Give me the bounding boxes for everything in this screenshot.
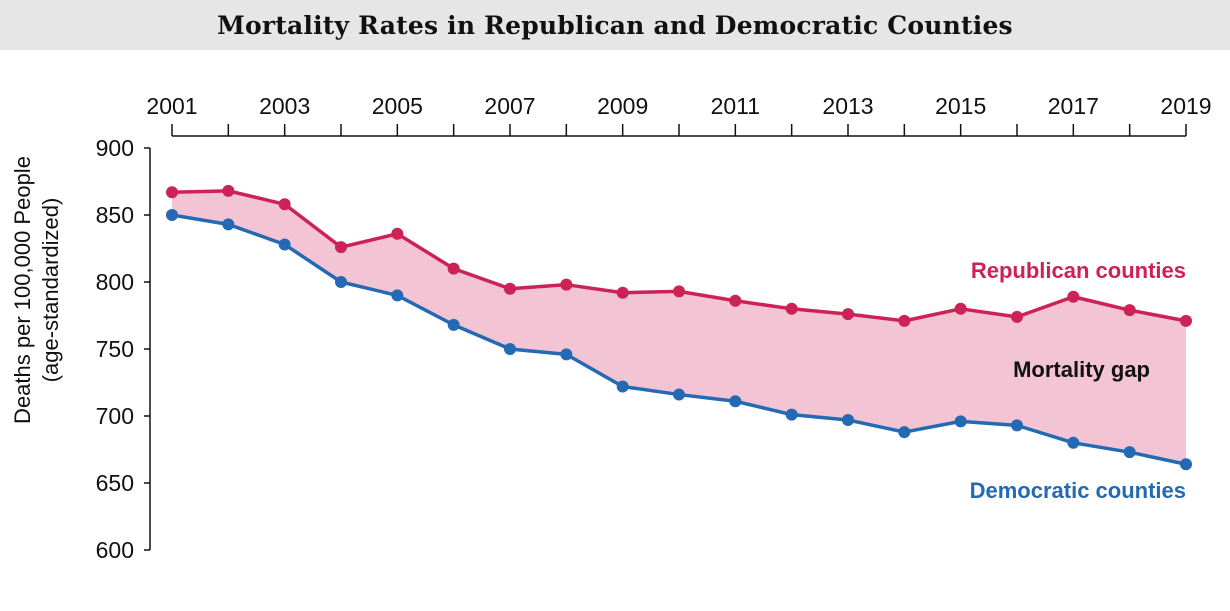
democratic-data-point <box>1123 446 1136 459</box>
y-tick-label: 750 <box>96 336 134 362</box>
republican-data-point <box>222 184 235 197</box>
democratic-data-point <box>166 209 178 221</box>
democratic-data-point <box>1011 419 1023 432</box>
x-tick-label: 2001 <box>146 93 197 119</box>
y-axis-subtitle: (age-standardized) <box>38 198 63 383</box>
y-tick-label: 700 <box>96 403 134 429</box>
republican-data-point <box>898 314 911 327</box>
chart-title: Mortality Rates in Republican and Democr… <box>217 10 1013 40</box>
x-tick-label: 2011 <box>711 93 760 119</box>
x-tick-label: 2009 <box>597 93 648 119</box>
mortality-gap-area <box>172 190 1186 465</box>
republican-data-point <box>842 308 854 321</box>
republican-data-point <box>278 198 291 211</box>
x-tick-label: 2007 <box>484 93 535 119</box>
x-tick-label: 2003 <box>259 93 310 119</box>
y-tick-label: 900 <box>96 135 134 161</box>
republican-data-point <box>616 286 629 299</box>
y-tick-label: 650 <box>96 470 134 496</box>
democratic-data-point <box>616 380 629 393</box>
republican-data-point <box>1011 310 1023 323</box>
republican-data-point <box>560 278 573 291</box>
republican-data-point <box>391 227 404 240</box>
democratic-data-point <box>729 395 742 408</box>
republican-data-point <box>673 285 685 298</box>
x-tick-label: 2017 <box>1048 93 1099 119</box>
democratic-data-point <box>1067 436 1080 449</box>
y-tick-label: 600 <box>96 537 134 563</box>
democratic-data-point <box>335 276 347 288</box>
democratic-data-point <box>898 426 911 439</box>
x-tick-label: 2015 <box>935 93 986 119</box>
republican-data-point <box>447 262 460 275</box>
republican-data-point <box>166 186 178 199</box>
republican-data-point <box>785 302 798 315</box>
democratic-data-point <box>447 318 460 331</box>
x-tick-label: 2019 <box>1160 93 1211 119</box>
republican-data-point <box>1067 290 1080 303</box>
republican-data-point <box>1123 304 1136 317</box>
chart-title-bar: Mortality Rates in Republican and Democr… <box>0 0 1230 50</box>
democratic-data-point <box>278 238 291 251</box>
republican-series-label: Republican counties <box>971 258 1186 283</box>
y-tick-label: 800 <box>96 269 134 295</box>
x-tick-label: 2013 <box>822 93 873 119</box>
y-axis-title: Deaths per 100,000 People <box>10 156 35 424</box>
y-tick-label: 850 <box>96 202 134 228</box>
republican-data-point <box>335 241 347 254</box>
democratic-data-point <box>954 415 967 428</box>
democratic-data-point <box>560 348 573 361</box>
republican-data-point <box>504 282 516 295</box>
democratic-data-point <box>842 414 854 427</box>
democratic-data-point <box>1180 458 1192 471</box>
x-tick-label: 2005 <box>372 93 423 119</box>
democratic-data-point <box>785 408 798 421</box>
republican-data-point <box>1180 314 1192 327</box>
democratic-data-point <box>504 343 516 355</box>
mortality-gap-label: Mortality gap <box>1013 357 1150 382</box>
democratic-series-label: Democratic counties <box>970 478 1186 503</box>
democratic-data-point <box>391 289 404 302</box>
republican-data-point <box>729 294 742 307</box>
democratic-data-point <box>222 218 235 231</box>
republican-data-point <box>954 302 967 315</box>
democratic-data-point <box>673 388 685 401</box>
